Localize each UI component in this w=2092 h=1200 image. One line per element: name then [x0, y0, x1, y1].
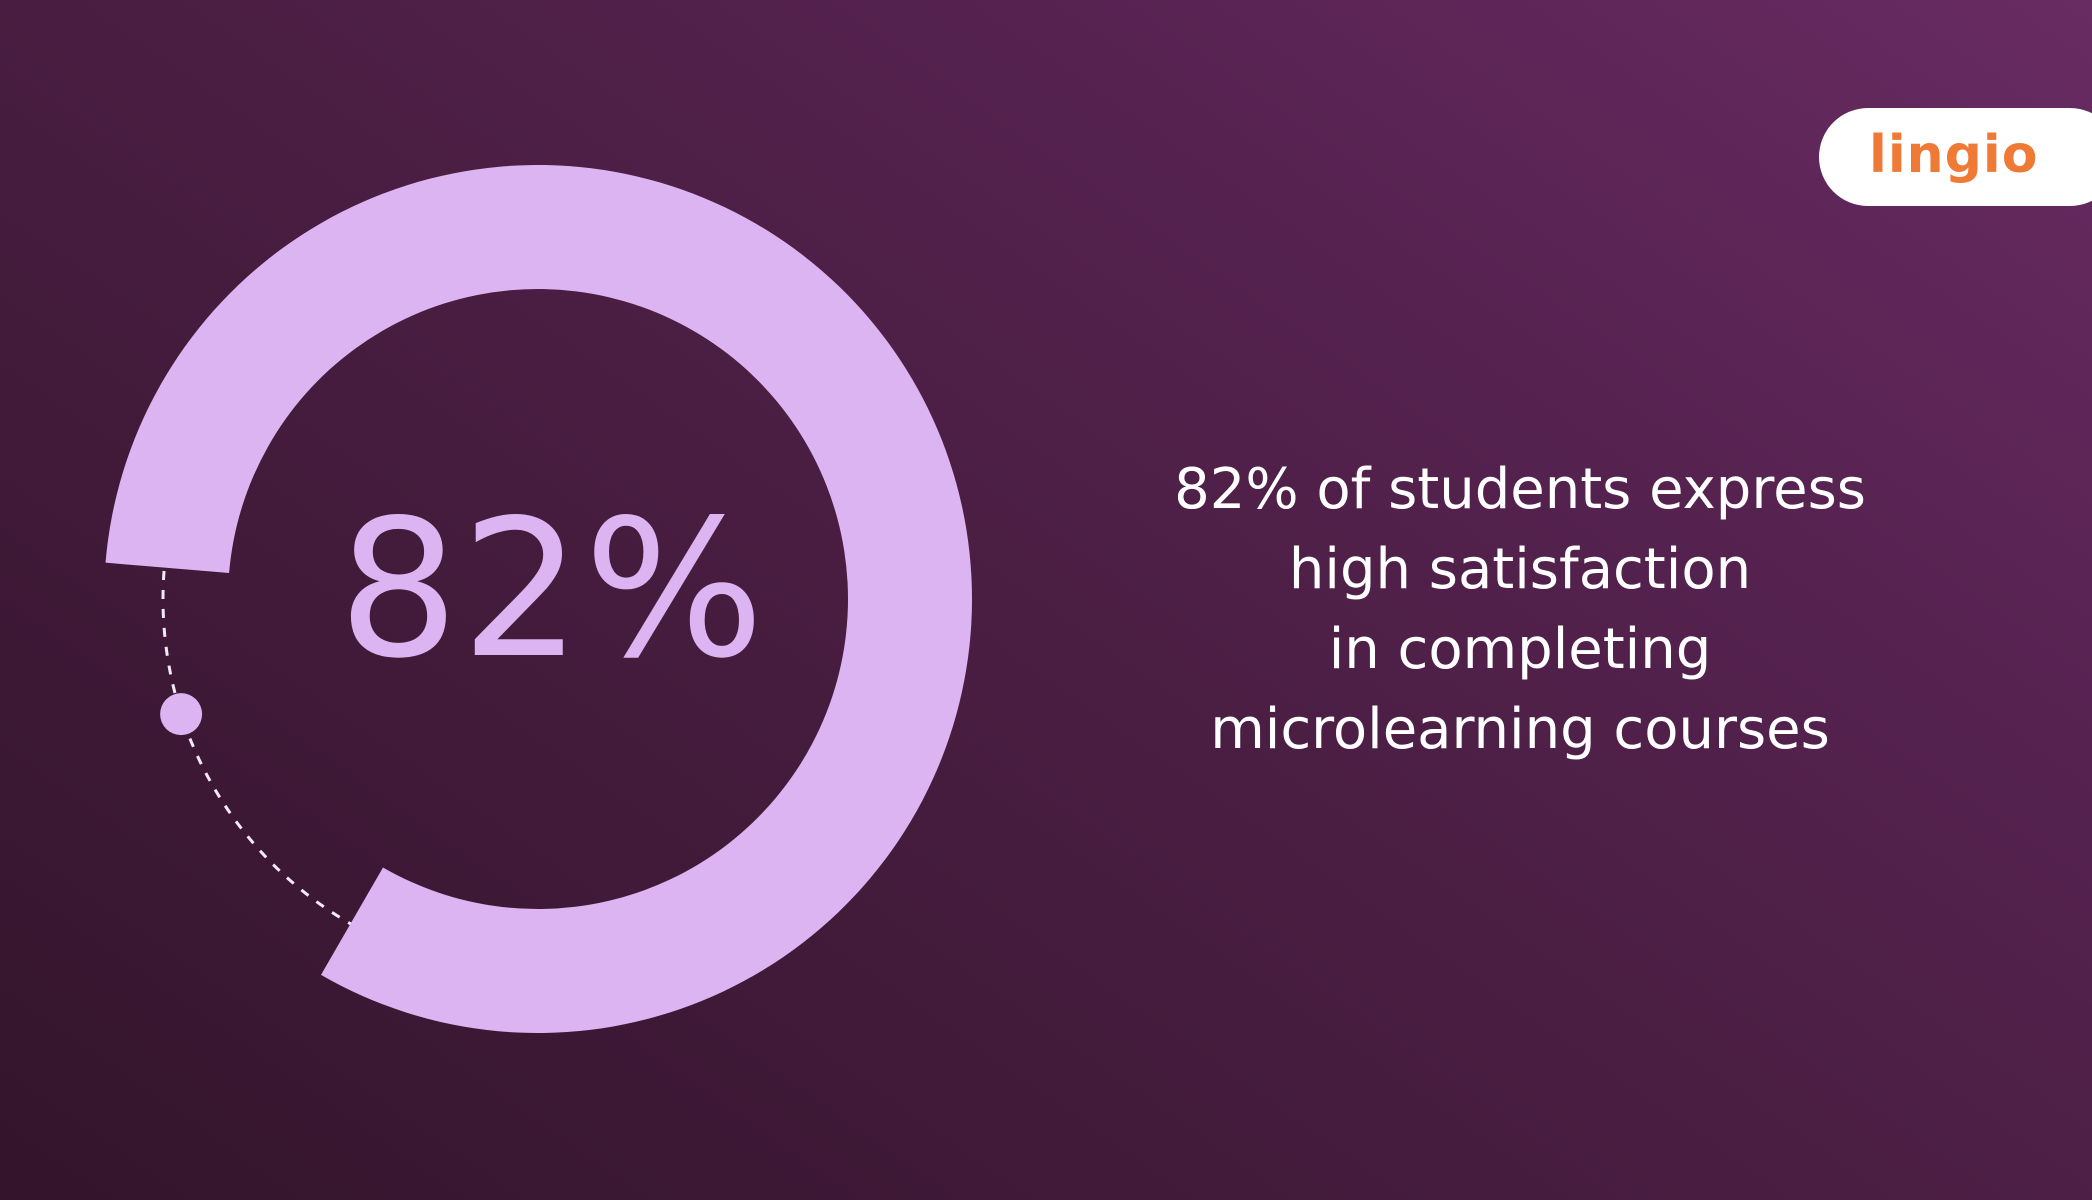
- statement-line-1: 82% of students express: [1174, 457, 1866, 522]
- statement-line-2: high satisfaction: [1288, 537, 1752, 602]
- logo-badge: [1819, 108, 2092, 206]
- statement-line-3: in completing: [1328, 617, 1712, 682]
- statement-line-4: microlearning courses: [1210, 697, 1830, 762]
- statement-text: 82% of students express high satisfactio…: [1080, 450, 1960, 770]
- lingio-logo: lingio: [1869, 125, 2039, 185]
- arc-end-marker: [160, 693, 203, 736]
- percent-label: 82%: [338, 479, 767, 700]
